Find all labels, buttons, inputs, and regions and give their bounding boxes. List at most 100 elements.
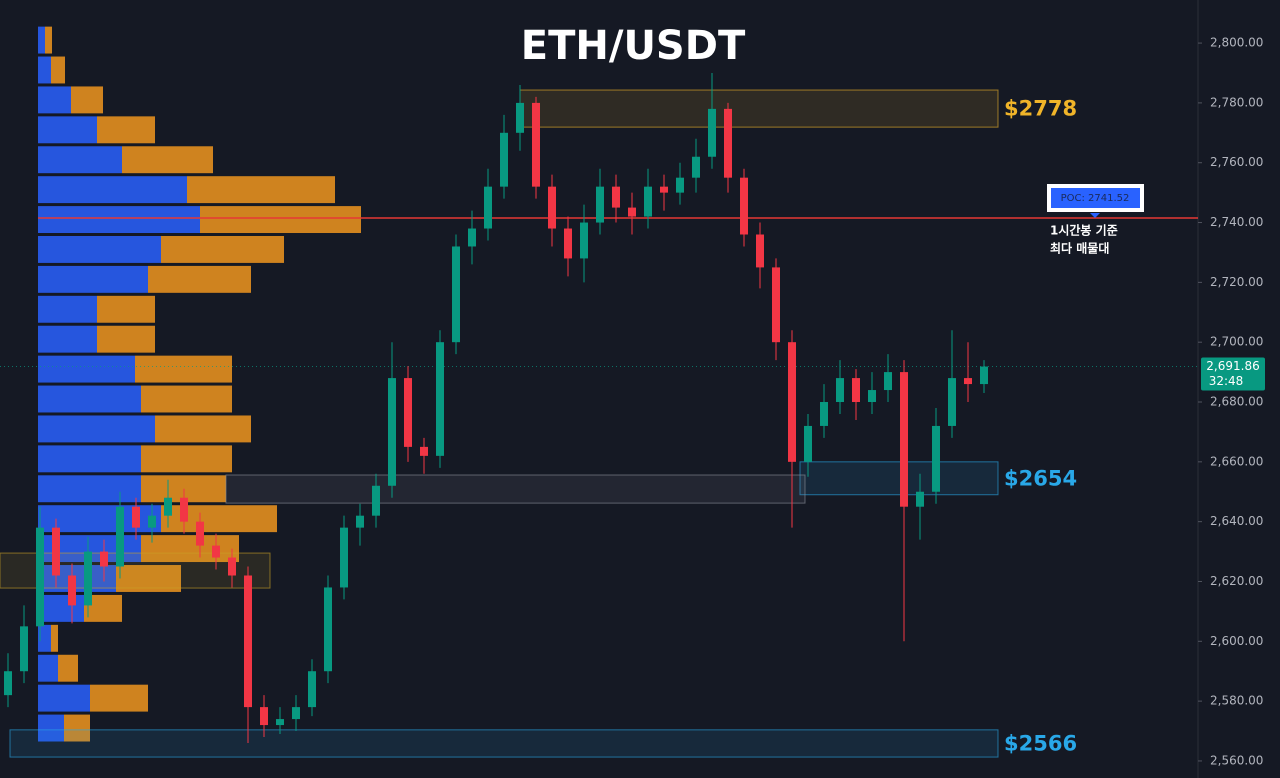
candle-body [228,557,236,576]
candle-body [164,497,172,516]
candle-body [916,491,924,507]
y-tick-label: 2,560.00 [1210,753,1263,767]
candle-body [932,425,940,492]
profile-sell [155,415,251,443]
candle-body [404,378,412,447]
candle-body [724,108,732,178]
candle-body [900,372,908,507]
candle-body [132,506,140,528]
candle-body [212,545,220,558]
candle-body [116,506,124,567]
candle-body [660,186,668,193]
candle-body [740,177,748,235]
profile-buy [38,475,141,503]
profile-sell [97,325,155,353]
profile-sell [116,565,181,592]
candle-body [260,707,268,726]
profile-sell [161,236,284,263]
profile-sell [141,535,239,563]
candle-body [308,671,316,708]
candle-body [372,485,380,516]
candle-body [868,390,876,403]
profile-buy [38,714,64,742]
candle-body [36,527,44,627]
profile-sell [141,385,232,413]
profile-buy [38,325,97,353]
candle-body [500,132,508,187]
profile-buy [38,565,116,592]
candle-body [788,342,796,462]
profile-sell [148,265,251,293]
y-tick-label: 2,580.00 [1210,694,1263,708]
profile-sell [187,176,335,204]
candle-body [804,425,812,462]
zone [0,552,271,589]
profile-sell [58,654,78,682]
profile-buy [38,236,161,263]
poc-label: POC: 2741.52 [1061,193,1130,204]
profile-buy [38,295,97,323]
y-tick-label: 2,600.00 [1210,634,1263,648]
profile-sell [45,26,52,54]
candle-body [244,575,252,708]
candle-body [180,497,188,522]
candle-body [532,102,540,187]
profile-sell [135,355,232,383]
profile-buy [38,445,141,473]
profile-sell [141,445,232,473]
candle-body [484,186,492,229]
profile-buy [38,624,51,652]
poc-pointer [1090,213,1100,218]
zone [519,89,999,128]
profile-sell [200,206,361,234]
last-price-box [1201,357,1265,391]
candle-body [420,446,428,456]
profile-buy [38,654,58,682]
profile-buy [38,505,161,533]
candle-body [196,521,204,546]
candle-body [628,207,636,217]
candle-body [564,228,572,259]
profile-sell [90,684,148,712]
candle-body [964,378,972,385]
profile-sell [97,295,155,323]
candle-body [548,186,556,229]
profile-buy [38,415,155,443]
candle-body [20,626,28,672]
candle-body [292,707,300,720]
candle-body [388,378,396,486]
zone [9,729,999,758]
profile-sell [51,624,58,652]
profile-sell [71,86,103,114]
candle-body [708,108,716,157]
profile-buy [38,385,141,413]
candle-body [340,527,348,588]
candle-body [276,719,284,726]
candle-body [676,177,684,193]
profile-buy [38,265,148,293]
annotation: 1시간봉 기준 [1050,223,1118,238]
profile-sell [97,116,155,144]
candle-body [356,515,364,528]
candle-body [580,222,588,259]
candle-body [468,228,476,247]
candle-body [612,186,620,208]
candle-body [324,587,332,672]
profile-sell [64,714,90,742]
candle-body [84,551,92,606]
profile-buy [38,146,122,174]
y-tick-label: 2,680.00 [1210,395,1263,409]
profile-sell [122,146,213,174]
y-tick-label: 2,780.00 [1210,95,1263,109]
candle-body [596,186,604,223]
profile-buy [38,206,200,234]
candle-body [756,234,764,268]
candle-body [452,246,460,343]
chart-title: ETH/USDT [521,23,746,69]
candle-body [980,366,988,385]
zone-label: $2566 [1004,731,1077,755]
candle-body [644,186,652,217]
profile-buy [38,684,90,712]
zone [799,461,999,496]
